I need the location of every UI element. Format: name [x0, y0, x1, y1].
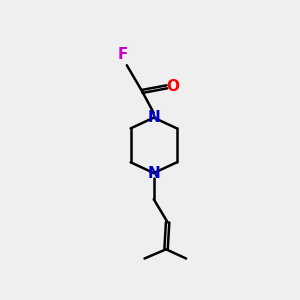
Text: N: N	[147, 110, 160, 125]
Text: O: O	[167, 79, 179, 94]
Text: N: N	[147, 166, 160, 181]
Text: F: F	[118, 47, 128, 62]
